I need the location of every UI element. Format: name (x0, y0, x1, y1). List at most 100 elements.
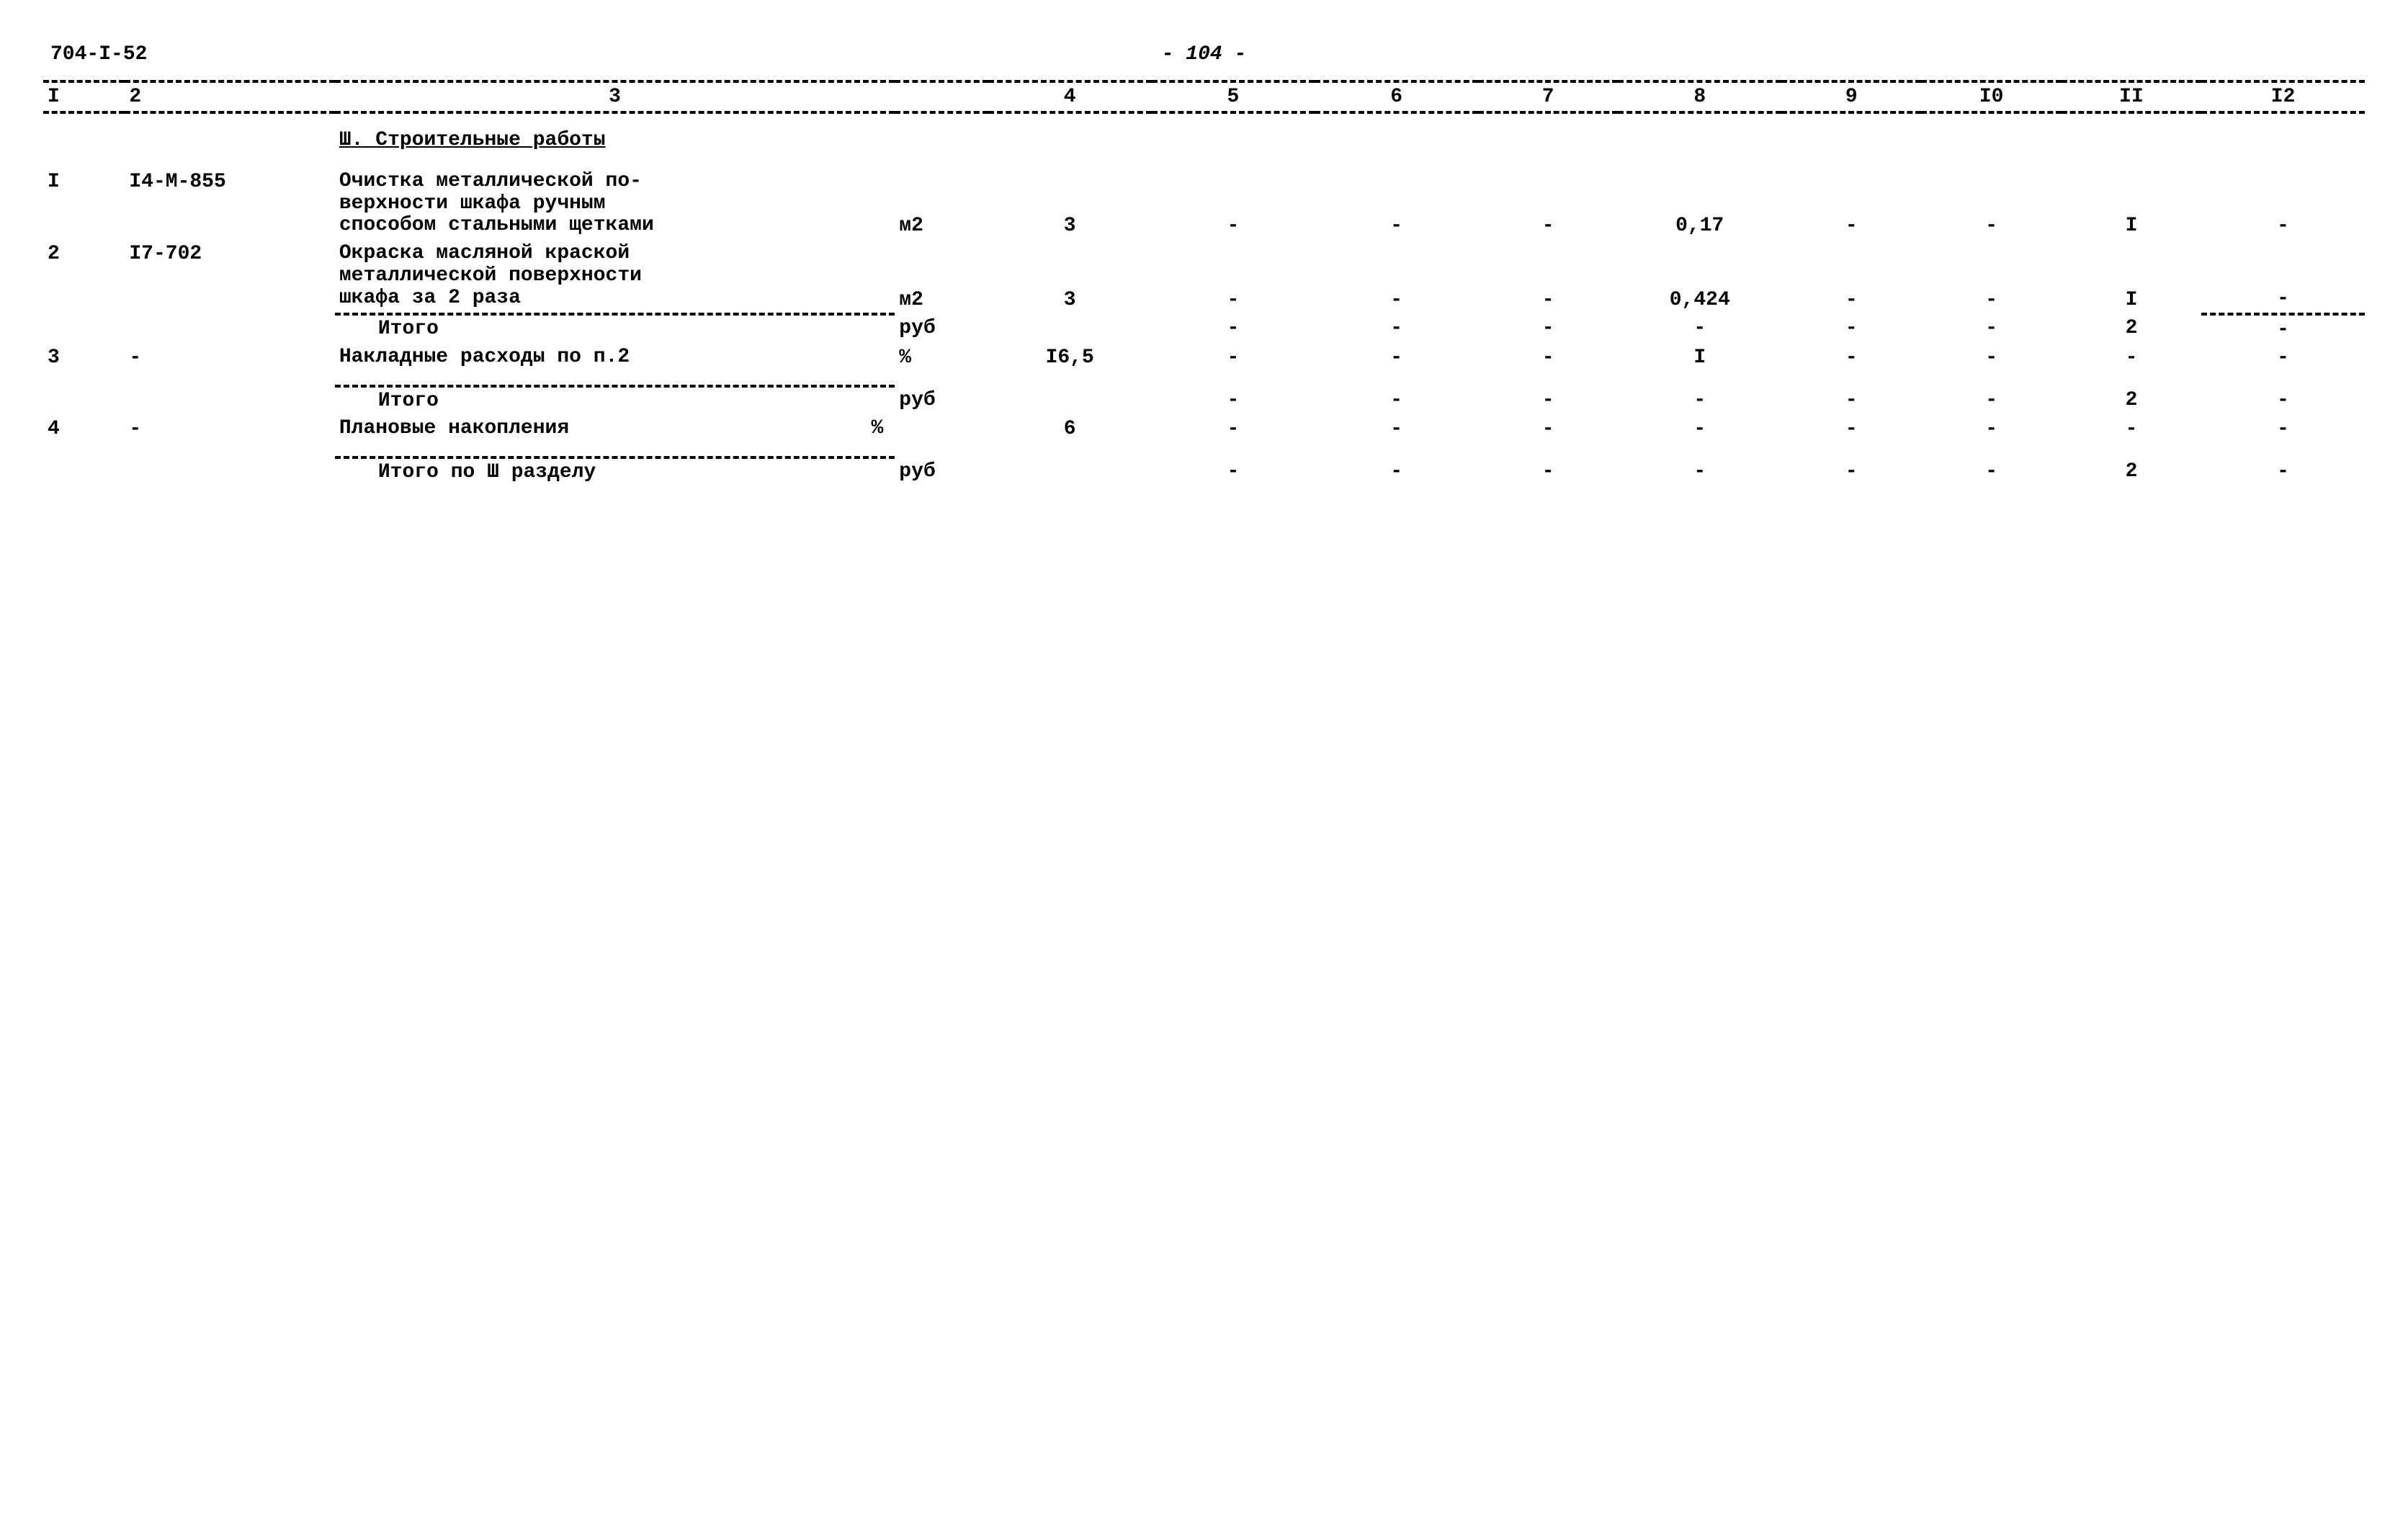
table-row: 3 - Накладные расходы по п.2 % I6,5 - - … (43, 344, 2365, 372)
cell: - (2201, 240, 2365, 313)
subtotal-label: Итого (335, 314, 895, 344)
cell: - (2201, 415, 2365, 443)
row-num: 2 (43, 240, 125, 313)
cell: - (1478, 314, 1618, 344)
column-header-row: I 2 3 4 5 6 7 8 9 I0 II I2 (43, 81, 2365, 112)
cell: - (1618, 314, 1781, 344)
row-num: 3 (43, 344, 125, 372)
cell: - (1781, 344, 1921, 372)
page-header: 704-I-52 - 104 - (43, 43, 2365, 66)
cell: - (1781, 240, 1921, 313)
table-row: I I4-М-855 Очистка металлической по-верх… (43, 168, 2365, 240)
cell: - (1921, 457, 2061, 487)
cell (988, 314, 1152, 344)
row-code: - (125, 344, 335, 372)
cell: I (2062, 168, 2201, 240)
cell: - (1781, 415, 1921, 443)
cell: - (1152, 168, 1315, 240)
col-2: 2 (125, 81, 335, 112)
cell: 0,424 (1618, 240, 1781, 313)
cell: - (1478, 168, 1618, 240)
cell: - (2062, 344, 2201, 372)
cell: - (1921, 415, 2061, 443)
cell: - (1921, 168, 2061, 240)
cell: - (1315, 457, 1478, 487)
col-3: 3 (335, 81, 895, 112)
cell: - (1152, 415, 1315, 443)
row-code: I4-М-855 (125, 168, 335, 240)
subtotal-row: Итого руб - - - - - - 2 - (43, 314, 2365, 344)
subtotal-label: Итого (335, 386, 895, 416)
row-desc: Окраска масляной краскойметаллической по… (335, 240, 895, 313)
col-12: II (2062, 81, 2201, 112)
cell: - (1152, 344, 1315, 372)
cell: - (1618, 457, 1781, 487)
col-1: I (43, 81, 125, 112)
cell: - (1315, 314, 1478, 344)
section-total-label: Итого по Ш разделу (335, 457, 895, 487)
cell: 3 (988, 240, 1152, 313)
col-11: I0 (1921, 81, 2061, 112)
row-num: I (43, 168, 125, 240)
cell: - (1921, 314, 2061, 344)
cell: 2 (2062, 457, 2201, 487)
row-desc: Накладные расходы по п.2 (335, 344, 895, 372)
row-unit (895, 415, 988, 443)
cell: 0,17 (1618, 168, 1781, 240)
col-7: 6 (1315, 81, 1478, 112)
cell: 3 (988, 168, 1152, 240)
row-num: 4 (43, 415, 125, 443)
section-title-row: Ш. Строительные работы (43, 127, 2365, 155)
cell (988, 457, 1152, 487)
cell: - (1478, 344, 1618, 372)
subtotal-row: Итого руб - - - - - - 2 - (43, 386, 2365, 416)
section-total-unit: руб (895, 457, 988, 487)
cell: - (2201, 386, 2365, 416)
cell: - (1478, 415, 1618, 443)
cell: - (1781, 386, 1921, 416)
row-desc: Плановые накопления% (335, 415, 895, 443)
row-unit: % (895, 344, 988, 372)
cell: - (2201, 168, 2365, 240)
row-code: I7-702 (125, 240, 335, 313)
cell: - (1152, 240, 1315, 313)
cell: - (1478, 240, 1618, 313)
col-9: 8 (1618, 81, 1781, 112)
cell: - (1618, 415, 1781, 443)
cell: - (1152, 314, 1315, 344)
col-6: 5 (1152, 81, 1315, 112)
cell (988, 386, 1152, 416)
cell: - (1152, 457, 1315, 487)
col-10: 9 (1781, 81, 1921, 112)
cell: - (2062, 415, 2201, 443)
subtotal-unit: руб (895, 386, 988, 416)
cell: I (1618, 344, 1781, 372)
col-13: I2 (2201, 81, 2365, 112)
cell: - (1478, 457, 1618, 487)
row-unit: м2 (895, 240, 988, 313)
cell: - (1921, 386, 2061, 416)
row-code: - (125, 415, 335, 443)
cell: - (2201, 344, 2365, 372)
doc-code: 704-I-52 (50, 43, 147, 66)
cell: - (1315, 386, 1478, 416)
cell: - (1781, 168, 1921, 240)
cell: - (1921, 344, 2061, 372)
row-unit: м2 (895, 168, 988, 240)
cell: - (1781, 314, 1921, 344)
section-title: Ш. Строительные работы (339, 129, 606, 151)
cell: I (2062, 240, 2201, 313)
cell: - (1781, 457, 1921, 487)
col-4 (895, 81, 988, 112)
subtotal-unit: руб (895, 314, 988, 344)
cell: - (2201, 457, 2365, 487)
cell: - (1315, 240, 1478, 313)
col-5: 4 (988, 81, 1152, 112)
cell: - (1315, 415, 1478, 443)
cell: - (1152, 386, 1315, 416)
cell: 2 (2062, 386, 2201, 416)
cell: 2 (2062, 314, 2201, 344)
cell: - (1921, 240, 2061, 313)
cell: - (1315, 168, 1478, 240)
estimate-table: I 2 3 4 5 6 7 8 9 I0 II I2 Ш. Строительн… (43, 80, 2365, 487)
